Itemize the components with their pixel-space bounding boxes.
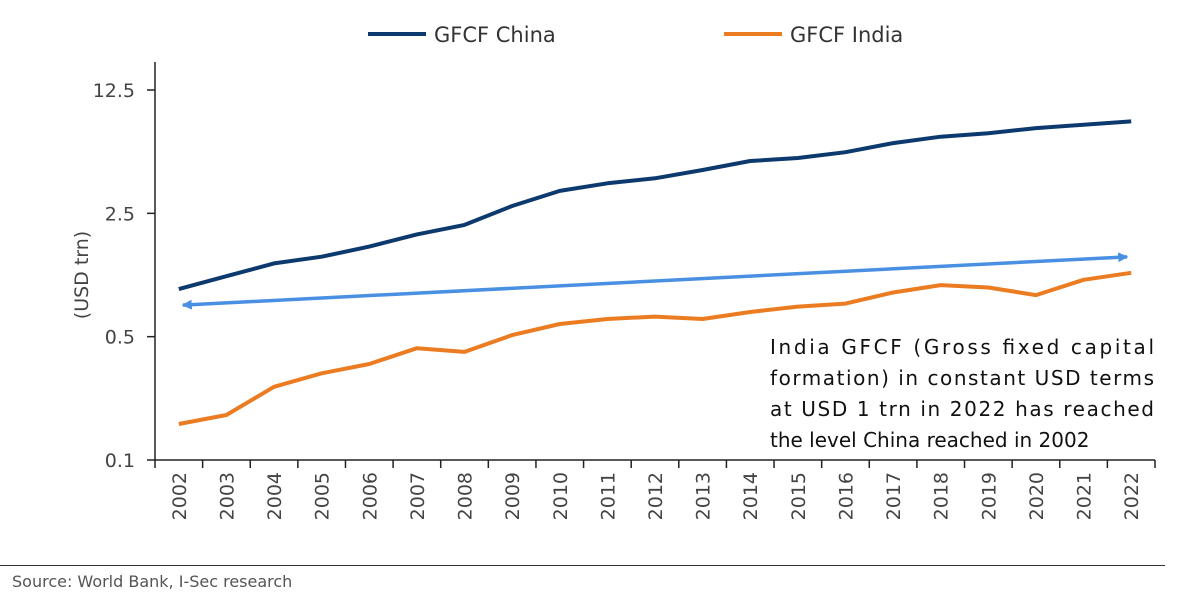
x-tick-label: 2008 — [455, 472, 477, 520]
chart: GFCF China GFCF India (USD trn) 12.5 2.5 0… — [71, 23, 1156, 520]
x-tick-label: 2012 — [645, 472, 667, 520]
x-tick-label: 2018 — [931, 472, 953, 520]
x-tick-label: 2009 — [502, 472, 524, 520]
x-tick-label: 2010 — [550, 472, 572, 520]
y-tick-label: 0.1 — [105, 450, 135, 472]
annotation-arrow — [654, 252, 1129, 283]
annotation: India GFCF (Gross fixed capital formatio… — [770, 335, 1154, 452]
legend-label-china: GFCF China — [434, 23, 556, 47]
x-tick-label: 2021 — [1074, 472, 1096, 520]
x-tick-label: 2016 — [835, 472, 857, 520]
y-tick-label: 2.5 — [105, 203, 135, 225]
x-tick-label: 2007 — [407, 472, 429, 520]
y-tick-label: 12.5 — [93, 80, 135, 102]
annotation-line-1: India GFCF (Gross fixed capital — [770, 335, 1154, 359]
footer-rule — [0, 565, 1165, 566]
annotation-line-2: formation) in constant USD terms — [770, 366, 1154, 390]
x-tick-label: 2004 — [264, 472, 286, 520]
x-tick-label: 2020 — [1026, 472, 1048, 520]
x-tick-label: 2017 — [883, 472, 905, 520]
x-tick-label: 2014 — [740, 472, 762, 520]
x-tick-label: 2022 — [1121, 472, 1143, 520]
series-line-india — [178, 270, 1132, 426]
x-tick-label: 2013 — [693, 472, 715, 520]
legend-label-india: GFCF India — [790, 23, 903, 47]
y-axis-label: (USD trn) — [71, 231, 93, 319]
x-tick-label: 2006 — [359, 472, 381, 520]
annotation-line-3: at USD 1 trn in 2022 has reached — [770, 397, 1154, 421]
series-line-china — [178, 119, 1132, 292]
source-note: Source: World Bank, I-Sec research — [12, 572, 293, 591]
x-tick-label: 2003 — [216, 472, 238, 520]
legend: GFCF China GFCF India — [368, 23, 903, 47]
x-tick-label: 2005 — [312, 472, 334, 520]
x-tick-label: 2015 — [788, 472, 810, 520]
x-tick-label: 2019 — [978, 472, 1000, 520]
annotation-arrow-tail — [181, 279, 656, 310]
x-tick-label: 2002 — [169, 472, 191, 520]
x-tick-label: 2011 — [597, 472, 619, 520]
annotation-line-4: the level China reached in 2002 — [770, 428, 1089, 452]
y-tick-label: 0.5 — [105, 327, 135, 349]
